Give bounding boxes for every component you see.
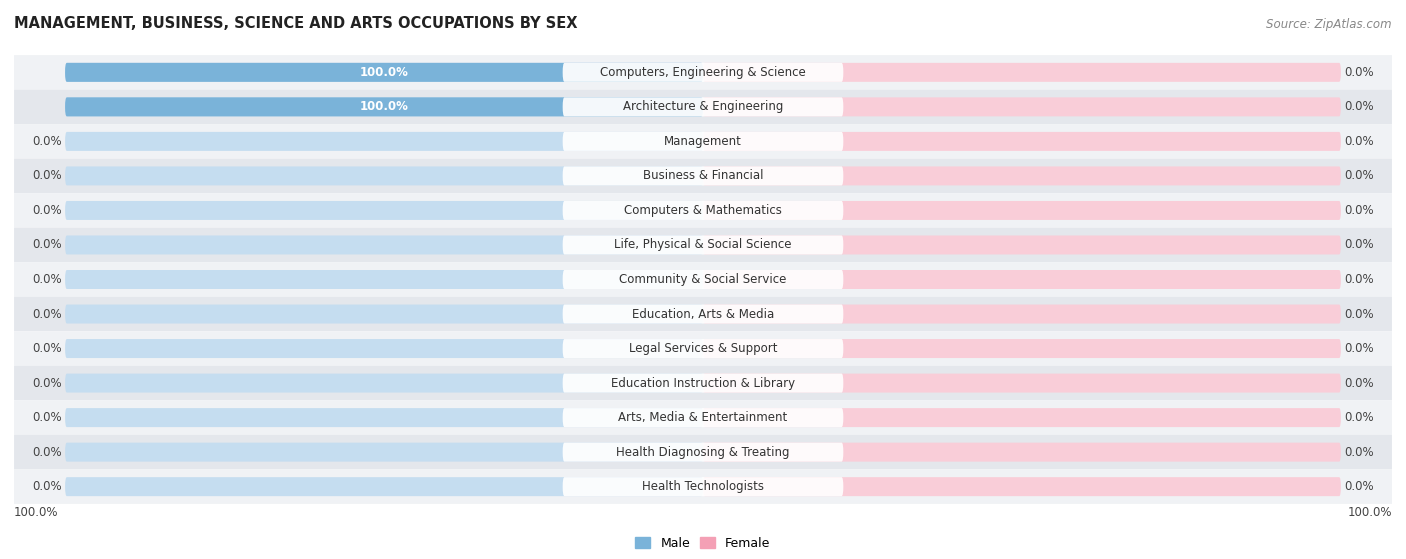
Text: 0.0%: 0.0% <box>1344 66 1374 79</box>
Text: 0.0%: 0.0% <box>1344 135 1374 148</box>
FancyBboxPatch shape <box>14 159 1392 193</box>
FancyBboxPatch shape <box>14 55 1392 89</box>
FancyBboxPatch shape <box>65 63 703 82</box>
Text: 0.0%: 0.0% <box>32 377 62 390</box>
FancyBboxPatch shape <box>14 435 1392 470</box>
FancyBboxPatch shape <box>65 201 703 220</box>
FancyBboxPatch shape <box>14 228 1392 262</box>
FancyBboxPatch shape <box>65 477 703 496</box>
FancyBboxPatch shape <box>703 443 1341 462</box>
Text: Computers & Mathematics: Computers & Mathematics <box>624 204 782 217</box>
FancyBboxPatch shape <box>703 201 1341 220</box>
Text: 100.0%: 100.0% <box>14 506 59 519</box>
Text: Education, Arts & Media: Education, Arts & Media <box>631 307 775 320</box>
FancyBboxPatch shape <box>562 443 844 462</box>
Text: Arts, Media & Entertainment: Arts, Media & Entertainment <box>619 411 787 424</box>
FancyBboxPatch shape <box>562 235 844 254</box>
FancyBboxPatch shape <box>65 408 703 427</box>
FancyBboxPatch shape <box>703 270 1341 289</box>
FancyBboxPatch shape <box>703 132 1341 151</box>
FancyBboxPatch shape <box>703 63 1341 82</box>
FancyBboxPatch shape <box>562 167 844 186</box>
Text: 0.0%: 0.0% <box>32 239 62 252</box>
FancyBboxPatch shape <box>65 167 703 186</box>
Text: 0.0%: 0.0% <box>1344 169 1374 182</box>
Text: Health Diagnosing & Treating: Health Diagnosing & Treating <box>616 446 790 458</box>
FancyBboxPatch shape <box>65 63 703 82</box>
Text: Health Technologists: Health Technologists <box>643 480 763 493</box>
FancyBboxPatch shape <box>65 97 703 116</box>
Text: 0.0%: 0.0% <box>32 480 62 493</box>
Text: 0.0%: 0.0% <box>32 411 62 424</box>
FancyBboxPatch shape <box>14 400 1392 435</box>
FancyBboxPatch shape <box>562 63 844 82</box>
Text: 0.0%: 0.0% <box>32 446 62 458</box>
Text: MANAGEMENT, BUSINESS, SCIENCE AND ARTS OCCUPATIONS BY SEX: MANAGEMENT, BUSINESS, SCIENCE AND ARTS O… <box>14 16 578 31</box>
FancyBboxPatch shape <box>562 373 844 392</box>
Legend: Male, Female: Male, Female <box>630 532 776 555</box>
Text: 0.0%: 0.0% <box>1344 101 1374 113</box>
FancyBboxPatch shape <box>65 97 703 116</box>
FancyBboxPatch shape <box>562 270 844 289</box>
Text: Life, Physical & Social Science: Life, Physical & Social Science <box>614 239 792 252</box>
Text: Architecture & Engineering: Architecture & Engineering <box>623 101 783 113</box>
Text: 0.0%: 0.0% <box>32 204 62 217</box>
Text: 0.0%: 0.0% <box>1344 342 1374 355</box>
Text: Management: Management <box>664 135 742 148</box>
Text: 0.0%: 0.0% <box>32 169 62 182</box>
FancyBboxPatch shape <box>14 89 1392 124</box>
FancyBboxPatch shape <box>562 132 844 151</box>
FancyBboxPatch shape <box>562 305 844 324</box>
Text: 0.0%: 0.0% <box>1344 411 1374 424</box>
FancyBboxPatch shape <box>562 477 844 496</box>
FancyBboxPatch shape <box>14 470 1392 504</box>
FancyBboxPatch shape <box>14 297 1392 331</box>
FancyBboxPatch shape <box>14 124 1392 159</box>
FancyBboxPatch shape <box>562 408 844 427</box>
FancyBboxPatch shape <box>65 235 703 254</box>
Text: Business & Financial: Business & Financial <box>643 169 763 182</box>
Text: 100.0%: 100.0% <box>360 101 409 113</box>
FancyBboxPatch shape <box>703 167 1341 186</box>
Text: 0.0%: 0.0% <box>1344 307 1374 320</box>
Text: 0.0%: 0.0% <box>1344 204 1374 217</box>
Text: 0.0%: 0.0% <box>1344 273 1374 286</box>
FancyBboxPatch shape <box>562 201 844 220</box>
Text: 0.0%: 0.0% <box>32 342 62 355</box>
Text: Source: ZipAtlas.com: Source: ZipAtlas.com <box>1267 18 1392 31</box>
FancyBboxPatch shape <box>65 443 703 462</box>
FancyBboxPatch shape <box>65 132 703 151</box>
Text: 0.0%: 0.0% <box>1344 377 1374 390</box>
FancyBboxPatch shape <box>703 235 1341 254</box>
FancyBboxPatch shape <box>562 97 844 116</box>
Text: 0.0%: 0.0% <box>1344 480 1374 493</box>
FancyBboxPatch shape <box>65 373 703 392</box>
Text: 0.0%: 0.0% <box>32 273 62 286</box>
FancyBboxPatch shape <box>703 408 1341 427</box>
Text: 0.0%: 0.0% <box>1344 239 1374 252</box>
FancyBboxPatch shape <box>65 305 703 324</box>
FancyBboxPatch shape <box>703 373 1341 392</box>
Text: 0.0%: 0.0% <box>32 307 62 320</box>
FancyBboxPatch shape <box>562 339 844 358</box>
Text: Legal Services & Support: Legal Services & Support <box>628 342 778 355</box>
FancyBboxPatch shape <box>65 270 703 289</box>
Text: 0.0%: 0.0% <box>32 135 62 148</box>
Text: 100.0%: 100.0% <box>1347 506 1392 519</box>
FancyBboxPatch shape <box>65 339 703 358</box>
FancyBboxPatch shape <box>14 193 1392 228</box>
FancyBboxPatch shape <box>703 477 1341 496</box>
FancyBboxPatch shape <box>703 339 1341 358</box>
Text: Community & Social Service: Community & Social Service <box>619 273 787 286</box>
Text: Computers, Engineering & Science: Computers, Engineering & Science <box>600 66 806 79</box>
FancyBboxPatch shape <box>14 366 1392 400</box>
FancyBboxPatch shape <box>703 305 1341 324</box>
FancyBboxPatch shape <box>14 331 1392 366</box>
Text: Education Instruction & Library: Education Instruction & Library <box>612 377 794 390</box>
Text: 0.0%: 0.0% <box>1344 446 1374 458</box>
FancyBboxPatch shape <box>14 262 1392 297</box>
FancyBboxPatch shape <box>703 97 1341 116</box>
Text: 100.0%: 100.0% <box>360 66 409 79</box>
